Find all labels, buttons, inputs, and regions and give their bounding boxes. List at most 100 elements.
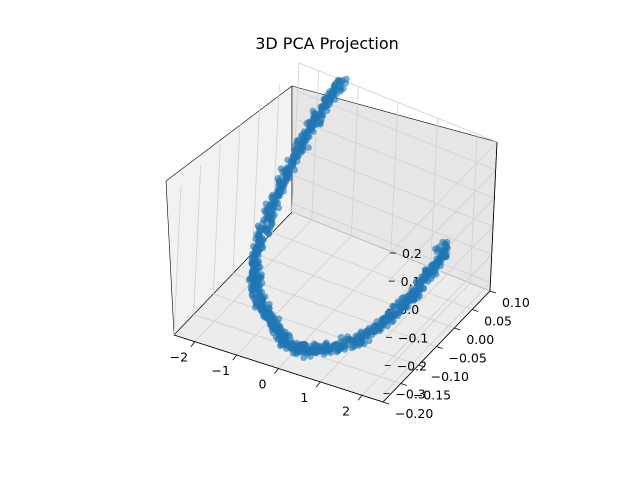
x-tick xyxy=(232,354,238,361)
y-tick xyxy=(400,383,407,386)
y-gridline xyxy=(252,252,455,329)
z-gridline xyxy=(384,254,493,366)
data-point xyxy=(295,344,302,352)
y-gridline xyxy=(173,185,182,336)
data-point xyxy=(250,267,258,274)
x-gridline xyxy=(351,86,359,236)
x-tick-label: 0 xyxy=(259,377,267,392)
data-point xyxy=(332,343,340,351)
x-tick xyxy=(315,381,321,388)
data-point xyxy=(265,300,273,308)
data-point xyxy=(365,337,373,345)
data-point xyxy=(252,251,259,259)
data-point xyxy=(293,350,300,358)
x-gridline xyxy=(390,102,399,252)
data-point xyxy=(425,267,433,275)
data-point xyxy=(256,263,264,271)
y-gridline xyxy=(212,144,221,295)
data-point xyxy=(255,284,263,292)
x-tick xyxy=(190,341,196,347)
y-tick xyxy=(418,364,425,368)
z-gridline xyxy=(294,146,494,227)
y-gridline xyxy=(291,62,300,213)
tick-marks xyxy=(190,252,497,405)
x-gridline xyxy=(469,134,478,284)
y-tick xyxy=(382,401,390,405)
z-tick-label: 0.2 xyxy=(402,246,422,261)
x-tick-label: −1 xyxy=(211,363,229,378)
data-point xyxy=(268,315,276,323)
y-tick-label: −0.05 xyxy=(449,351,487,366)
data-point xyxy=(324,96,332,104)
x-gridline xyxy=(430,118,438,268)
data-point xyxy=(431,269,438,276)
y-tick-label: −0.15 xyxy=(413,388,451,403)
data-point xyxy=(273,324,280,332)
data-point xyxy=(284,156,292,164)
data-point xyxy=(273,319,281,327)
z-gridline xyxy=(298,62,498,143)
data-point xyxy=(333,348,341,356)
z-gridline xyxy=(296,118,495,199)
data-point xyxy=(421,277,428,285)
data-point xyxy=(396,304,404,312)
data-point xyxy=(255,236,263,244)
data-point xyxy=(274,190,282,198)
data-point xyxy=(431,245,439,253)
y-tick-label: 0.05 xyxy=(484,314,512,329)
x-tick-label: −2 xyxy=(170,350,188,365)
data-point xyxy=(391,309,399,317)
y-gridline xyxy=(252,103,261,254)
data-point xyxy=(339,77,346,84)
data-point xyxy=(250,295,258,302)
y-tick-label: −0.20 xyxy=(395,406,433,421)
data-point xyxy=(282,332,289,340)
y-tick xyxy=(436,346,443,349)
data-point xyxy=(297,142,305,150)
y-tick-label: 0.10 xyxy=(502,295,530,310)
x-tick-label: 2 xyxy=(342,403,350,418)
data-point xyxy=(407,293,415,301)
z-gridline xyxy=(388,169,496,282)
data-point xyxy=(305,144,312,151)
y-tick xyxy=(472,309,479,312)
y-tick-label: −0.10 xyxy=(431,369,469,384)
data-point xyxy=(254,222,262,230)
data-point xyxy=(289,159,297,167)
data-point xyxy=(249,283,256,291)
data-point xyxy=(303,120,311,127)
data-point xyxy=(285,166,292,174)
x-tick xyxy=(357,395,363,401)
data-point xyxy=(305,133,313,141)
chart-title: 3D PCA Projection xyxy=(255,34,399,53)
z-gridline xyxy=(292,203,491,283)
data-point xyxy=(255,295,263,302)
y-tick-label: 0.00 xyxy=(466,332,494,347)
data-point xyxy=(274,336,282,343)
data-point xyxy=(331,84,339,91)
y-gridline xyxy=(272,232,473,310)
data-point xyxy=(432,260,440,267)
x-gridline xyxy=(311,70,320,220)
data-point xyxy=(310,119,318,127)
data-point xyxy=(279,327,287,335)
data-point xyxy=(261,227,269,234)
data-point xyxy=(304,127,312,135)
y-tick xyxy=(489,290,497,294)
data-point xyxy=(282,338,289,346)
data-point xyxy=(251,277,259,284)
data-point xyxy=(317,109,325,117)
x-tick-label: 1 xyxy=(300,390,308,405)
data-point xyxy=(379,317,387,325)
data-point xyxy=(441,253,449,261)
data-point xyxy=(337,86,345,93)
z-gridline xyxy=(293,175,492,255)
data-point xyxy=(304,347,312,355)
data-point xyxy=(256,289,264,297)
data-points xyxy=(245,75,451,361)
y-gridline xyxy=(232,273,437,347)
data-point xyxy=(268,194,275,201)
data-point xyxy=(411,289,419,296)
data-point xyxy=(318,348,326,355)
